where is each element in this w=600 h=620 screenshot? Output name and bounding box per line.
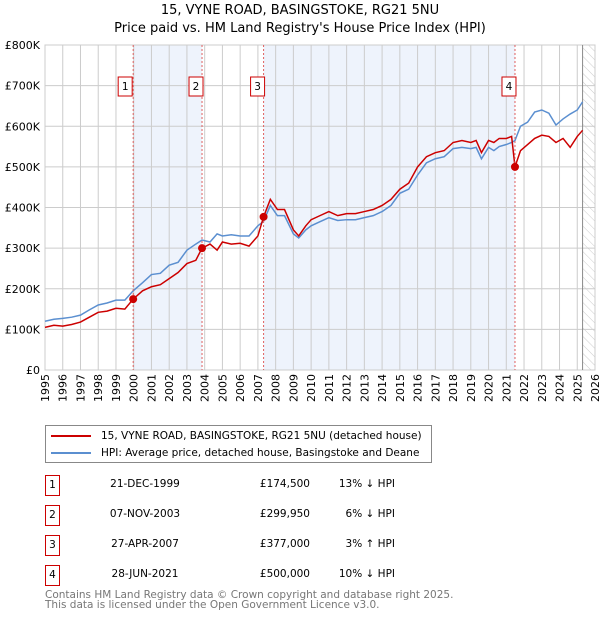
title-line: 15, VYNE ROAD, BASINGSTOKE, RG21 5NU xyxy=(160,3,440,18)
sale-date: 28-JUN-2021 xyxy=(111,568,179,580)
x-tick-label: 1999 xyxy=(110,374,123,402)
sale-label-box xyxy=(188,76,204,97)
x-tick-label: 2026 xyxy=(589,374,600,402)
legend: 15, VYNE ROAD, BASINGSTOKE, RG21 5NU (de… xyxy=(45,425,432,463)
hpi-line xyxy=(44,101,584,322)
x-tick-label: 2018 xyxy=(447,374,460,402)
x-tick-label: 2014 xyxy=(376,374,389,402)
x-tick-label: 2008 xyxy=(270,374,283,402)
x-tick-label: 2003 xyxy=(181,374,194,402)
x-tick-label: 2001 xyxy=(145,374,158,402)
table-row: 3 27-APR-2007 £377,000 3% ↑ HPI xyxy=(45,535,395,556)
x-tick-label: 2016 xyxy=(412,374,425,402)
y-tick-label: £600K xyxy=(5,120,41,133)
y-tick-label: £200K xyxy=(5,283,41,296)
sale-marker-badge: 2 xyxy=(45,505,60,526)
legend-label: 15, VYNE ROAD, BASINGSTOKE, RG21 5NU (de… xyxy=(101,430,422,442)
sale-marker-badge: 4 xyxy=(45,565,60,586)
sale-point xyxy=(129,295,138,304)
y-tick-label: £100K xyxy=(5,323,41,336)
sale-date: 27-APR-2007 xyxy=(111,538,179,550)
y-tick-label: £0 xyxy=(26,364,40,377)
x-tick-label: 2020 xyxy=(483,374,496,402)
sale-label: 3 xyxy=(254,81,261,93)
sale-date: 07-NOV-2003 xyxy=(109,508,181,520)
y-tick-label: £400K xyxy=(5,202,41,215)
x-tick-label: 2025 xyxy=(571,374,584,402)
sale-label-box xyxy=(501,76,517,97)
x-tick-label: 2005 xyxy=(216,374,229,402)
x-tick-label: 2011 xyxy=(323,374,336,402)
sale-hpi-diff: 3% ↑ HPI xyxy=(345,538,395,550)
sale-point xyxy=(510,162,519,171)
legend-item-property: 15, VYNE ROAD, BASINGSTOKE, RG21 5NU (de… xyxy=(51,428,422,444)
sale-hpi-diff: 10% ↓ HPI xyxy=(338,568,395,580)
table-row: 4 28-JUN-2021 £500,000 10% ↓ HPI xyxy=(45,565,395,586)
red-line-swatch xyxy=(51,435,91,437)
table-row: 1 21-DEC-1999 £174,500 13% ↓ HPI xyxy=(45,475,395,496)
x-tick-label: 2013 xyxy=(358,374,371,402)
sale-label: 4 xyxy=(506,81,513,93)
sale-price: £500,000 xyxy=(259,568,310,580)
plot-border xyxy=(44,44,596,371)
sale-label: 2 xyxy=(193,81,200,93)
y-tick-label: £800K xyxy=(5,39,41,52)
x-tick-label: 2024 xyxy=(554,374,567,402)
x-tick-label: 1998 xyxy=(92,374,105,402)
subtitle-line: Price paid vs. HM Land Registry's House … xyxy=(114,21,486,36)
footer-attribution: Contains HM Land Registry data © Crown c… xyxy=(45,589,454,611)
y-tick-label: £500K xyxy=(5,161,41,174)
x-tick-label: 2012 xyxy=(341,374,354,402)
sale-hpi-diff: 6% ↓ HPI xyxy=(345,508,395,520)
y-tick-label: £700K xyxy=(5,80,41,93)
x-tick-label: 2000 xyxy=(128,374,141,402)
sale-label-box xyxy=(250,76,266,97)
price-chart: 1 2 3 4 1995 1996 1997 1998 1999 2000 2001 2002 2003… xyxy=(5,39,600,402)
sale-label: 1 xyxy=(122,81,129,93)
chart-title: 15, VYNE ROAD, BASINGSTOKE, RG21 5NU Pri… xyxy=(0,2,600,38)
x-tick-label: 2019 xyxy=(465,374,478,402)
x-tick-label: 2007 xyxy=(252,374,265,402)
sale-label-box xyxy=(117,76,133,97)
sale-price: £377,000 xyxy=(259,538,310,550)
x-tick-label: 1997 xyxy=(74,374,87,402)
x-tick-label: 2017 xyxy=(429,374,442,402)
x-tick-label: 2022 xyxy=(518,374,531,402)
sale-marker-badge: 1 xyxy=(45,475,60,496)
legend-label: HPI: Average price, detached house, Basi… xyxy=(101,447,420,459)
x-tick-label: 2015 xyxy=(394,374,407,402)
x-tick-label: 2004 xyxy=(199,374,212,402)
x-tick-label: 2021 xyxy=(500,374,513,402)
sale-marker-badge: 3 xyxy=(45,535,60,556)
property-price-line xyxy=(44,129,584,329)
sale-date: 21-DEC-1999 xyxy=(110,478,180,490)
sale-price: £299,950 xyxy=(259,508,310,520)
y-tick-label: £300K xyxy=(5,242,41,255)
x-tick-label: 1996 xyxy=(57,374,70,402)
blue-line-swatch xyxy=(51,452,91,454)
x-tick-label: 1995 xyxy=(39,374,52,402)
copyright-text: Contains HM Land Registry data © Crown c… xyxy=(45,589,454,601)
sale-hpi-diff: 13% ↓ HPI xyxy=(338,478,395,490)
sale-point xyxy=(198,244,207,253)
x-tick-label: 2010 xyxy=(305,374,318,402)
licence-text: This data is licensed under the Open Gov… xyxy=(45,599,380,611)
x-tick-label: 2009 xyxy=(287,374,300,402)
sale-price: £174,500 xyxy=(259,478,310,490)
legend-item-hpi: HPI: Average price, detached house, Basi… xyxy=(51,445,419,461)
x-tick-label: 2023 xyxy=(536,374,549,402)
x-tick-label: 2006 xyxy=(234,374,247,402)
sale-point xyxy=(259,212,268,221)
x-tick-label: 2002 xyxy=(163,374,176,402)
table-row: 2 07-NOV-2003 £299,950 6% ↓ HPI xyxy=(45,505,395,526)
